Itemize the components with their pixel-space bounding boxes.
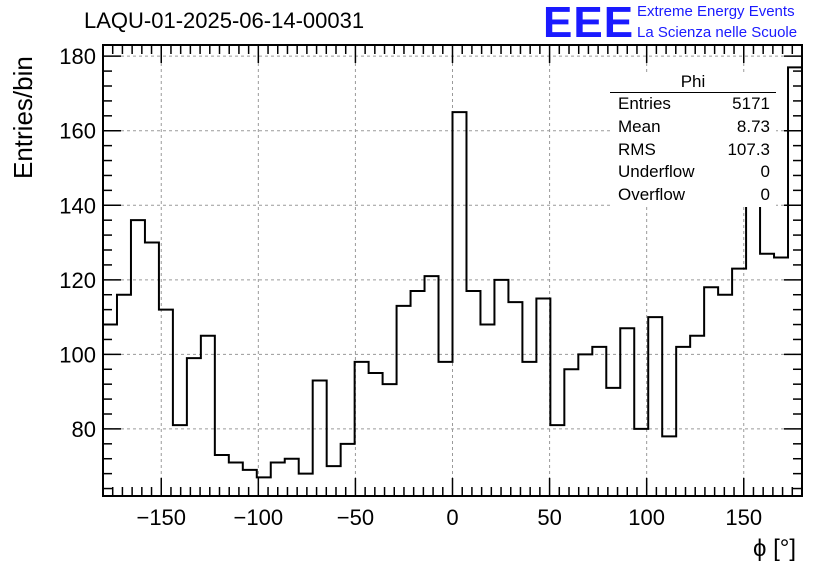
stats-label: Mean [618, 116, 661, 136]
histogram-bin [229, 462, 243, 496]
stats-label: Overflow [618, 185, 686, 205]
histogram-bin [411, 291, 425, 496]
histogram-bin [746, 190, 760, 496]
stats-label: RMS [618, 139, 656, 159]
x-tick-label: 0 [446, 505, 458, 530]
histogram-bin [201, 336, 215, 496]
x-tick-label: 100 [628, 505, 665, 530]
histogram-bin [704, 287, 718, 496]
y-tick-label: 120 [59, 268, 96, 293]
histogram-bin [243, 470, 257, 496]
eee-logo-mark: EEE [543, 0, 635, 47]
histogram-bin [620, 328, 634, 496]
stats-row-rms: RMS 107.3 [610, 139, 776, 162]
histogram-bin [341, 444, 355, 496]
histogram-bin [397, 306, 411, 496]
histogram-bin [578, 354, 592, 496]
histogram-bin [425, 276, 439, 496]
y-tick-label: 160 [59, 119, 96, 144]
x-tick-label: −150 [136, 505, 186, 530]
stats-row-underflow: Underflow 0 [610, 161, 776, 184]
stats-label: Underflow [618, 162, 695, 182]
histogram-bin [690, 336, 704, 496]
stats-row-entries: Entries 5171 [610, 93, 776, 116]
histogram-bin [453, 112, 467, 496]
histogram-series [103, 66, 802, 479]
stats-box: Phi Entries 5171 Mean 8.73 RMS 107.3 Und… [610, 72, 776, 207]
y-axis-label: Entries/bin [8, 56, 38, 179]
stats-value: 107.3 [727, 139, 770, 159]
histogram-bin [788, 67, 802, 496]
histogram-bin [774, 257, 788, 496]
logo-text-line1: Extreme Energy Events [637, 3, 795, 20]
x-tick-label: 50 [537, 505, 561, 530]
y-tick-label: 140 [59, 193, 96, 218]
stats-title: Phi [610, 72, 776, 93]
stats-value: 0 [760, 185, 770, 205]
histogram-bin [131, 220, 145, 496]
histogram-bin [508, 302, 522, 496]
histogram-bin [215, 455, 229, 496]
x-axis-label: ϕ [°] [753, 535, 797, 562]
y-tick-label: 80 [72, 417, 96, 442]
histogram-bin [606, 388, 620, 496]
histogram-bin [383, 384, 397, 496]
stats-value: 0 [760, 162, 770, 182]
histogram-bin [550, 425, 564, 496]
histogram-bin [480, 325, 494, 496]
histogram-bin [187, 358, 201, 496]
stats-value: 5171 [732, 94, 770, 113]
stats-value: 8.73 [736, 116, 770, 136]
histogram-bin [676, 347, 690, 496]
histogram-bin [159, 310, 173, 496]
histogram-bin [662, 436, 676, 496]
histogram-bin [173, 425, 187, 496]
histogram-bin [369, 373, 383, 496]
histogram-bin [117, 295, 131, 496]
histogram-bin [145, 243, 159, 496]
x-tick-label: −50 [337, 505, 374, 530]
stats-row-mean: Mean 8.73 [610, 116, 776, 139]
histogram-bin [327, 466, 341, 496]
logo-text-line2: La Scienza nelle Scuole [637, 24, 798, 41]
histogram-bin [466, 291, 480, 496]
histogram-bin [536, 298, 550, 496]
y-tick-label: 180 [59, 44, 96, 69]
x-tick-label: 150 [725, 505, 762, 530]
histogram-bin [299, 474, 313, 496]
histogram-bin [313, 380, 327, 496]
histogram-bin [718, 295, 732, 496]
stats-label: Entries [618, 94, 671, 113]
y-tick-label: 100 [59, 342, 96, 367]
histogram-bin [103, 325, 117, 496]
histogram-bin [760, 254, 774, 496]
stats-row-overflow: Overflow 0 [610, 184, 776, 207]
chart-title: LAQU-01-2025-06-14-00031 [84, 8, 365, 33]
histogram-bin [648, 317, 662, 496]
x-tick-label: −100 [234, 505, 284, 530]
histogram-bin [494, 280, 508, 496]
histogram-bin [592, 347, 606, 496]
histogram-bin [564, 369, 578, 496]
